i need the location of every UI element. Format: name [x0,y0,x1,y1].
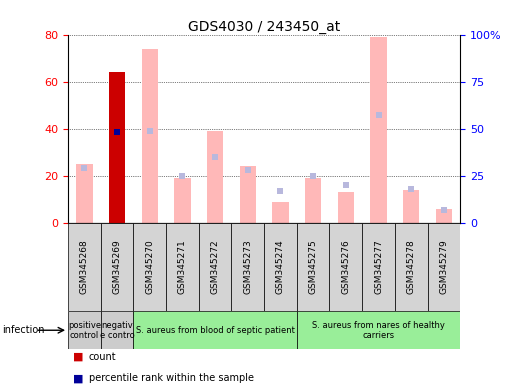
Text: ■: ■ [73,352,84,362]
Bar [395,223,428,311]
Text: GSM345268: GSM345268 [80,240,89,294]
Bar [403,190,419,223]
Bar [231,223,264,311]
Bar [207,131,223,223]
Bar [133,223,166,311]
Bar [109,72,125,223]
Text: infection: infection [3,325,45,335]
Bar [240,166,256,223]
Bar [305,178,321,223]
Text: GSM345269: GSM345269 [112,240,121,294]
Text: ■: ■ [73,373,84,383]
Bar [174,178,190,223]
Bar [109,72,125,223]
Text: S. aureus from nares of healthy
carriers: S. aureus from nares of healthy carriers [312,321,445,340]
Bar [142,49,158,223]
Text: positive
control: positive control [68,321,101,340]
Bar [297,223,329,311]
Bar [133,311,297,349]
Text: count: count [89,352,117,362]
Bar [329,223,362,311]
Text: GSM345275: GSM345275 [309,240,317,294]
Bar [76,164,93,223]
Text: GSM345278: GSM345278 [407,240,416,294]
Text: GSM345279: GSM345279 [439,240,448,294]
Title: GDS4030 / 243450_at: GDS4030 / 243450_at [188,20,340,33]
Bar [264,223,297,311]
Bar [68,311,100,349]
Bar [436,209,452,223]
Text: GSM345272: GSM345272 [211,240,220,294]
Text: GSM345274: GSM345274 [276,240,285,294]
Bar [68,223,100,311]
Bar [100,223,133,311]
Bar [100,311,133,349]
Text: S. aureus from blood of septic patient: S. aureus from blood of septic patient [135,326,294,335]
Text: negativ
e contro: negativ e contro [100,321,134,340]
Bar [297,311,460,349]
Bar [338,192,354,223]
Text: GSM345271: GSM345271 [178,240,187,294]
Text: GSM345273: GSM345273 [243,240,252,294]
Text: percentile rank within the sample: percentile rank within the sample [89,373,254,383]
Bar [166,223,199,311]
Text: GSM345276: GSM345276 [342,240,350,294]
Bar [272,202,289,223]
Text: GSM345277: GSM345277 [374,240,383,294]
Text: GSM345270: GSM345270 [145,240,154,294]
Bar [362,223,395,311]
Bar [428,223,460,311]
Bar [199,223,231,311]
Bar [370,37,386,223]
